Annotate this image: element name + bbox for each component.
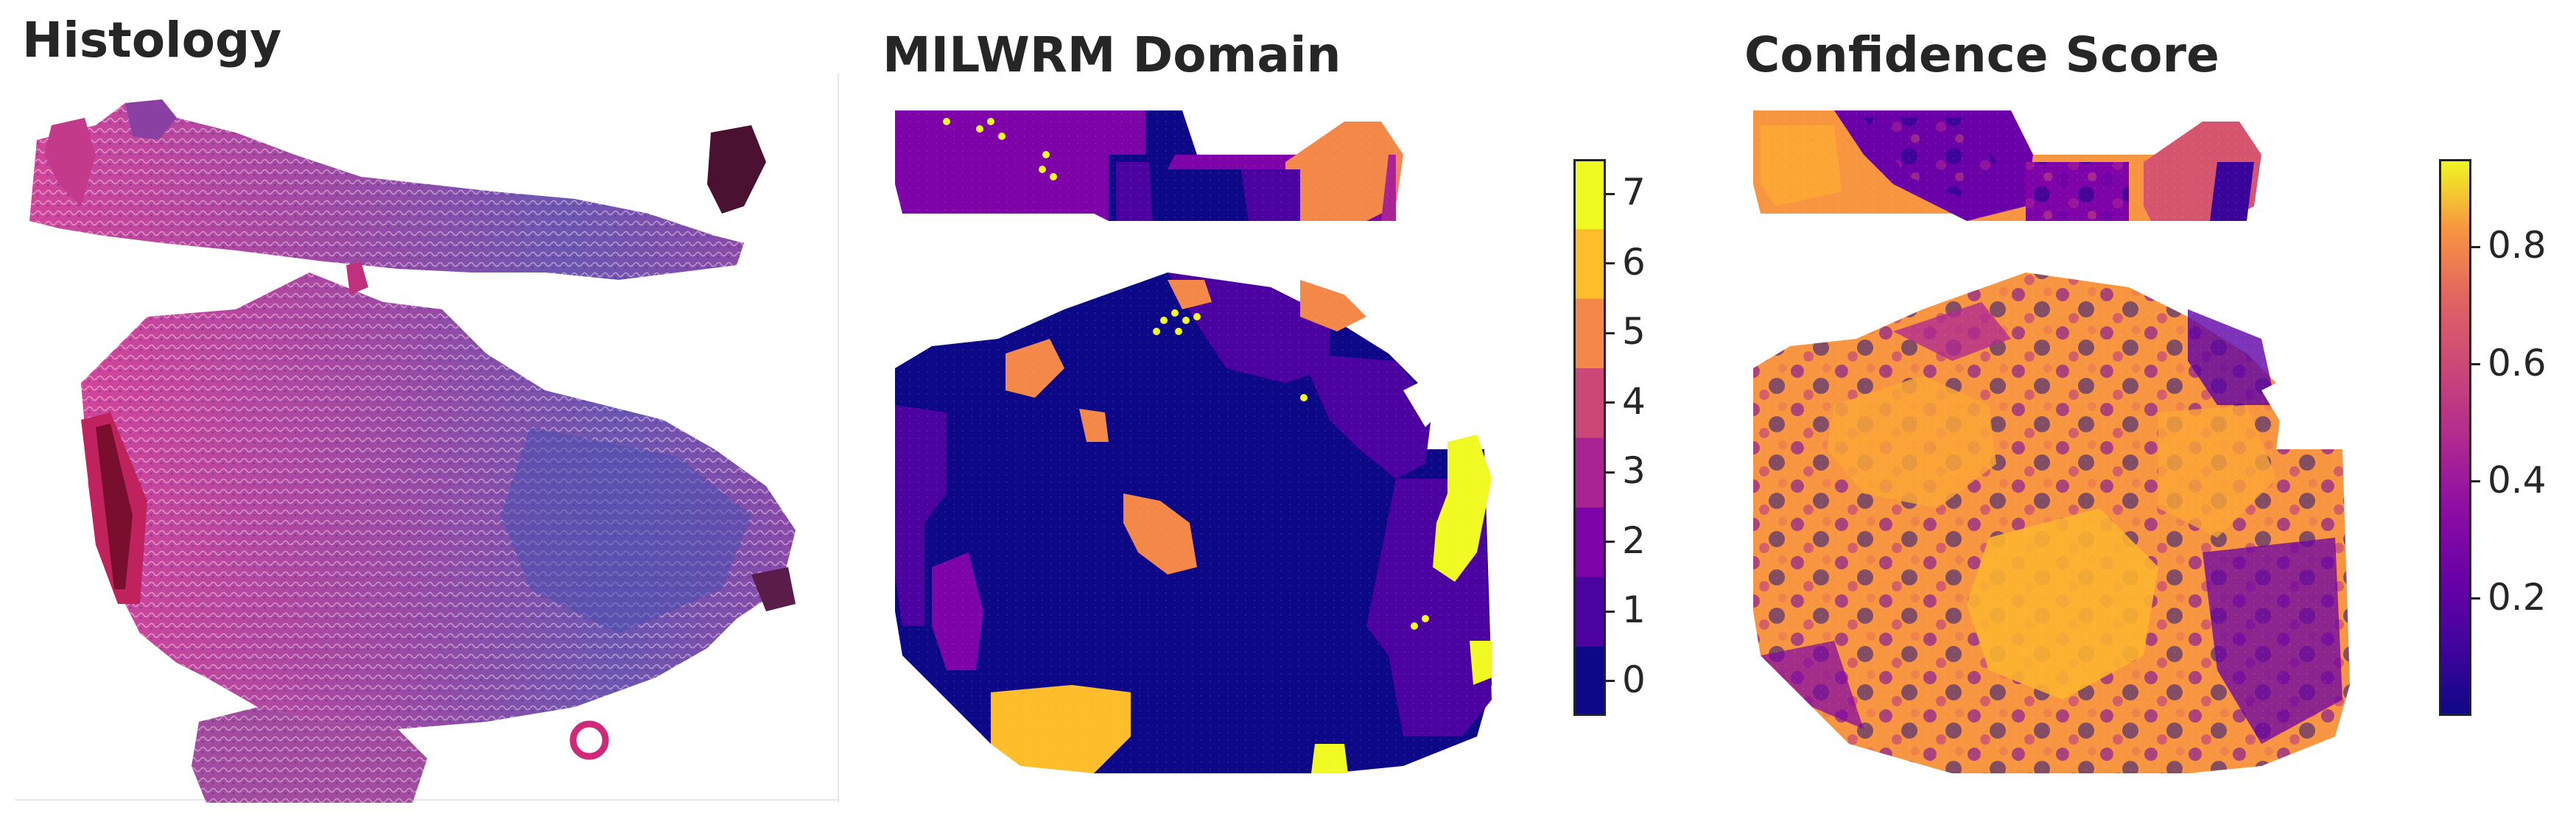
confidence-colorbar-tick-label: 0.8 xyxy=(2488,224,2547,267)
domain-colorbar-tick-label: 3 xyxy=(1622,449,1646,493)
confidence-colorbar-tick-mark xyxy=(2471,363,2480,366)
domain-colorbar-tick-label: 5 xyxy=(1622,310,1646,354)
histology-title: Histology xyxy=(22,12,282,68)
domain-colorbar-tick-label: 0 xyxy=(1622,658,1646,701)
domain-swatch-0 xyxy=(1573,646,1606,716)
domain-colorbar-tick-label: 7 xyxy=(1622,171,1646,214)
histology-image xyxy=(15,74,840,803)
domain-colorbar-tick-mark xyxy=(1606,610,1615,613)
domain-swatch-3 xyxy=(1573,437,1606,507)
domain-colorbar xyxy=(1573,159,1606,716)
confidence-title: Confidence Score xyxy=(1744,27,2219,83)
domain-colorbar-tick-mark xyxy=(1606,331,1615,334)
upper-left-fragment xyxy=(44,118,96,206)
domain-swatch-4 xyxy=(1573,368,1606,438)
domain-map xyxy=(888,96,1536,788)
domain-swatch-1 xyxy=(1573,577,1606,647)
confidence-colorbar-tick-mark xyxy=(2471,597,2480,600)
domain-colorbar-tick-mark xyxy=(1606,680,1615,683)
domain-swatch-7 xyxy=(1573,159,1606,229)
domain-colorbar-tick-label: 6 xyxy=(1622,240,1646,284)
domain-swatch-6 xyxy=(1573,228,1606,299)
domain-colorbar-tick-mark xyxy=(1606,262,1615,265)
confidence-colorbar-tick-mark xyxy=(2471,245,2480,248)
domain-swatch-5 xyxy=(1573,298,1606,368)
domain-colorbar-tick-mark xyxy=(1606,192,1615,195)
domain-colorbar-tick-label: 2 xyxy=(1622,519,1646,562)
domain-colorbar-tick-label: 1 xyxy=(1622,588,1646,632)
domain-colorbar-frame xyxy=(1573,159,1606,716)
confidence-colorbar-tick-label: 0.6 xyxy=(2488,341,2547,384)
domain-colorbar-tick-mark xyxy=(1606,401,1615,404)
confidence-colorbar-frame xyxy=(2439,159,2471,716)
domain-colorbar-swatches xyxy=(1573,159,1606,716)
confidence-colorbar-gradient xyxy=(2439,159,2471,716)
dark-fragment-right xyxy=(707,125,766,214)
domain-title: MILWRM Domain xyxy=(882,27,1341,83)
domain-swatch-2 xyxy=(1573,507,1606,577)
confidence-colorbar-tick-mark xyxy=(2471,480,2480,483)
domain-colorbar-tick-mark xyxy=(1606,541,1615,544)
domain-colorbar-tick-label: 4 xyxy=(1622,379,1646,423)
confidence-map xyxy=(1746,96,2394,788)
domain-colorbar-tick-mark xyxy=(1606,471,1615,474)
vessel-ring xyxy=(569,720,609,760)
confidence-colorbar-tick-label: 0.4 xyxy=(2488,458,2547,502)
confidence-colorbar-tick-label: 0.2 xyxy=(2488,575,2547,619)
confidence-colorbar xyxy=(2439,159,2471,716)
